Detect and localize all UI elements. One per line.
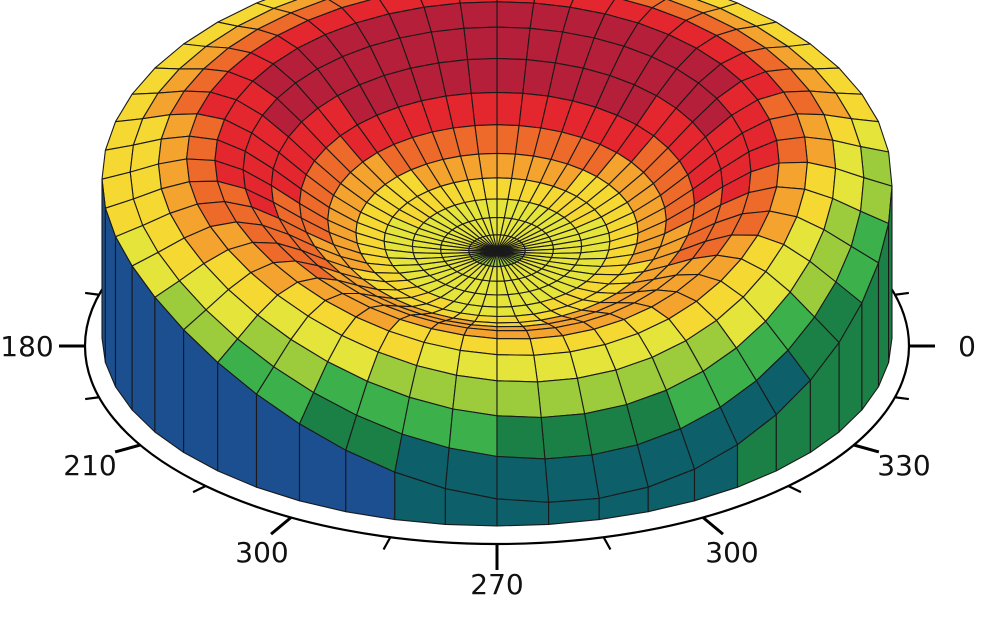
surface-cell-11-36	[496, 380, 542, 419]
surface-cell-6-12	[470, 91, 498, 127]
surface-cell-10-47	[776, 161, 808, 190]
skirt-cell-25	[104, 207, 117, 388]
surface-cell-8-36	[496, 330, 531, 340]
surface-cell-7-11	[496, 57, 528, 94]
surface-cell-4-36	[496, 306, 516, 318]
surface-cell-10-37	[533, 351, 578, 383]
angle-tick-label-330: 330	[877, 449, 930, 482]
angle-tick-300	[702, 516, 724, 536]
surface-cell-4-35	[478, 305, 498, 318]
angle-tick-label-240: 300	[235, 536, 288, 569]
angle-tick-240	[270, 516, 292, 536]
angle-tick-255	[382, 536, 392, 551]
angle-tick-195	[85, 396, 100, 401]
skirt-cell-47	[888, 185, 893, 364]
skirt-cell-37	[548, 497, 600, 525]
angle-tick-225	[192, 485, 207, 494]
surface-cell-8-12	[463, 26, 498, 61]
surface-cell-12-36	[496, 415, 546, 460]
surface-cell-10-24	[186, 158, 218, 183]
surface-cell-13-37	[544, 454, 600, 503]
skirt-cell-26	[114, 236, 133, 411]
surface-cell-7-12	[466, 57, 498, 94]
surface-cell-5-36	[496, 315, 520, 324]
angle-tick-330	[853, 443, 880, 454]
angle-tick-345	[894, 396, 909, 401]
angle-tick-label-270: 270	[470, 568, 523, 601]
surface-cell-12-37	[540, 413, 593, 460]
surface-cell-10-23	[186, 135, 218, 162]
surface-cell-13-36	[496, 455, 550, 503]
surface-cell-9-12	[459, 1, 498, 29]
angle-tick-315	[787, 485, 802, 494]
surface-cell-10-0	[776, 136, 808, 164]
surface-cell-8-11	[496, 26, 531, 61]
surface-cell-9-11	[496, 1, 535, 29]
surface-mesh	[101, 0, 893, 527]
angle-tick-label-0: 0	[958, 330, 976, 363]
angle-tick-label-210: 210	[63, 449, 116, 482]
angle-tick-label-180: 180	[0, 330, 53, 363]
surface-cell-11-37	[536, 377, 586, 419]
surface-cell-7-36	[496, 325, 528, 332]
angle-tick-210	[114, 443, 141, 454]
angle-tick-285	[602, 536, 612, 551]
surface-cell-9-36	[496, 338, 535, 356]
angle-tick-label-300: 300	[705, 536, 758, 569]
surface-cell-6-11	[496, 91, 524, 127]
angle-tick-165	[85, 291, 100, 296]
skirt-cell-36	[496, 498, 550, 527]
angle-tick-15	[894, 291, 909, 296]
angular-tick-labels: 0 180 210 300 270 300 330	[0, 330, 976, 601]
surface-cell-10-36	[496, 354, 539, 383]
